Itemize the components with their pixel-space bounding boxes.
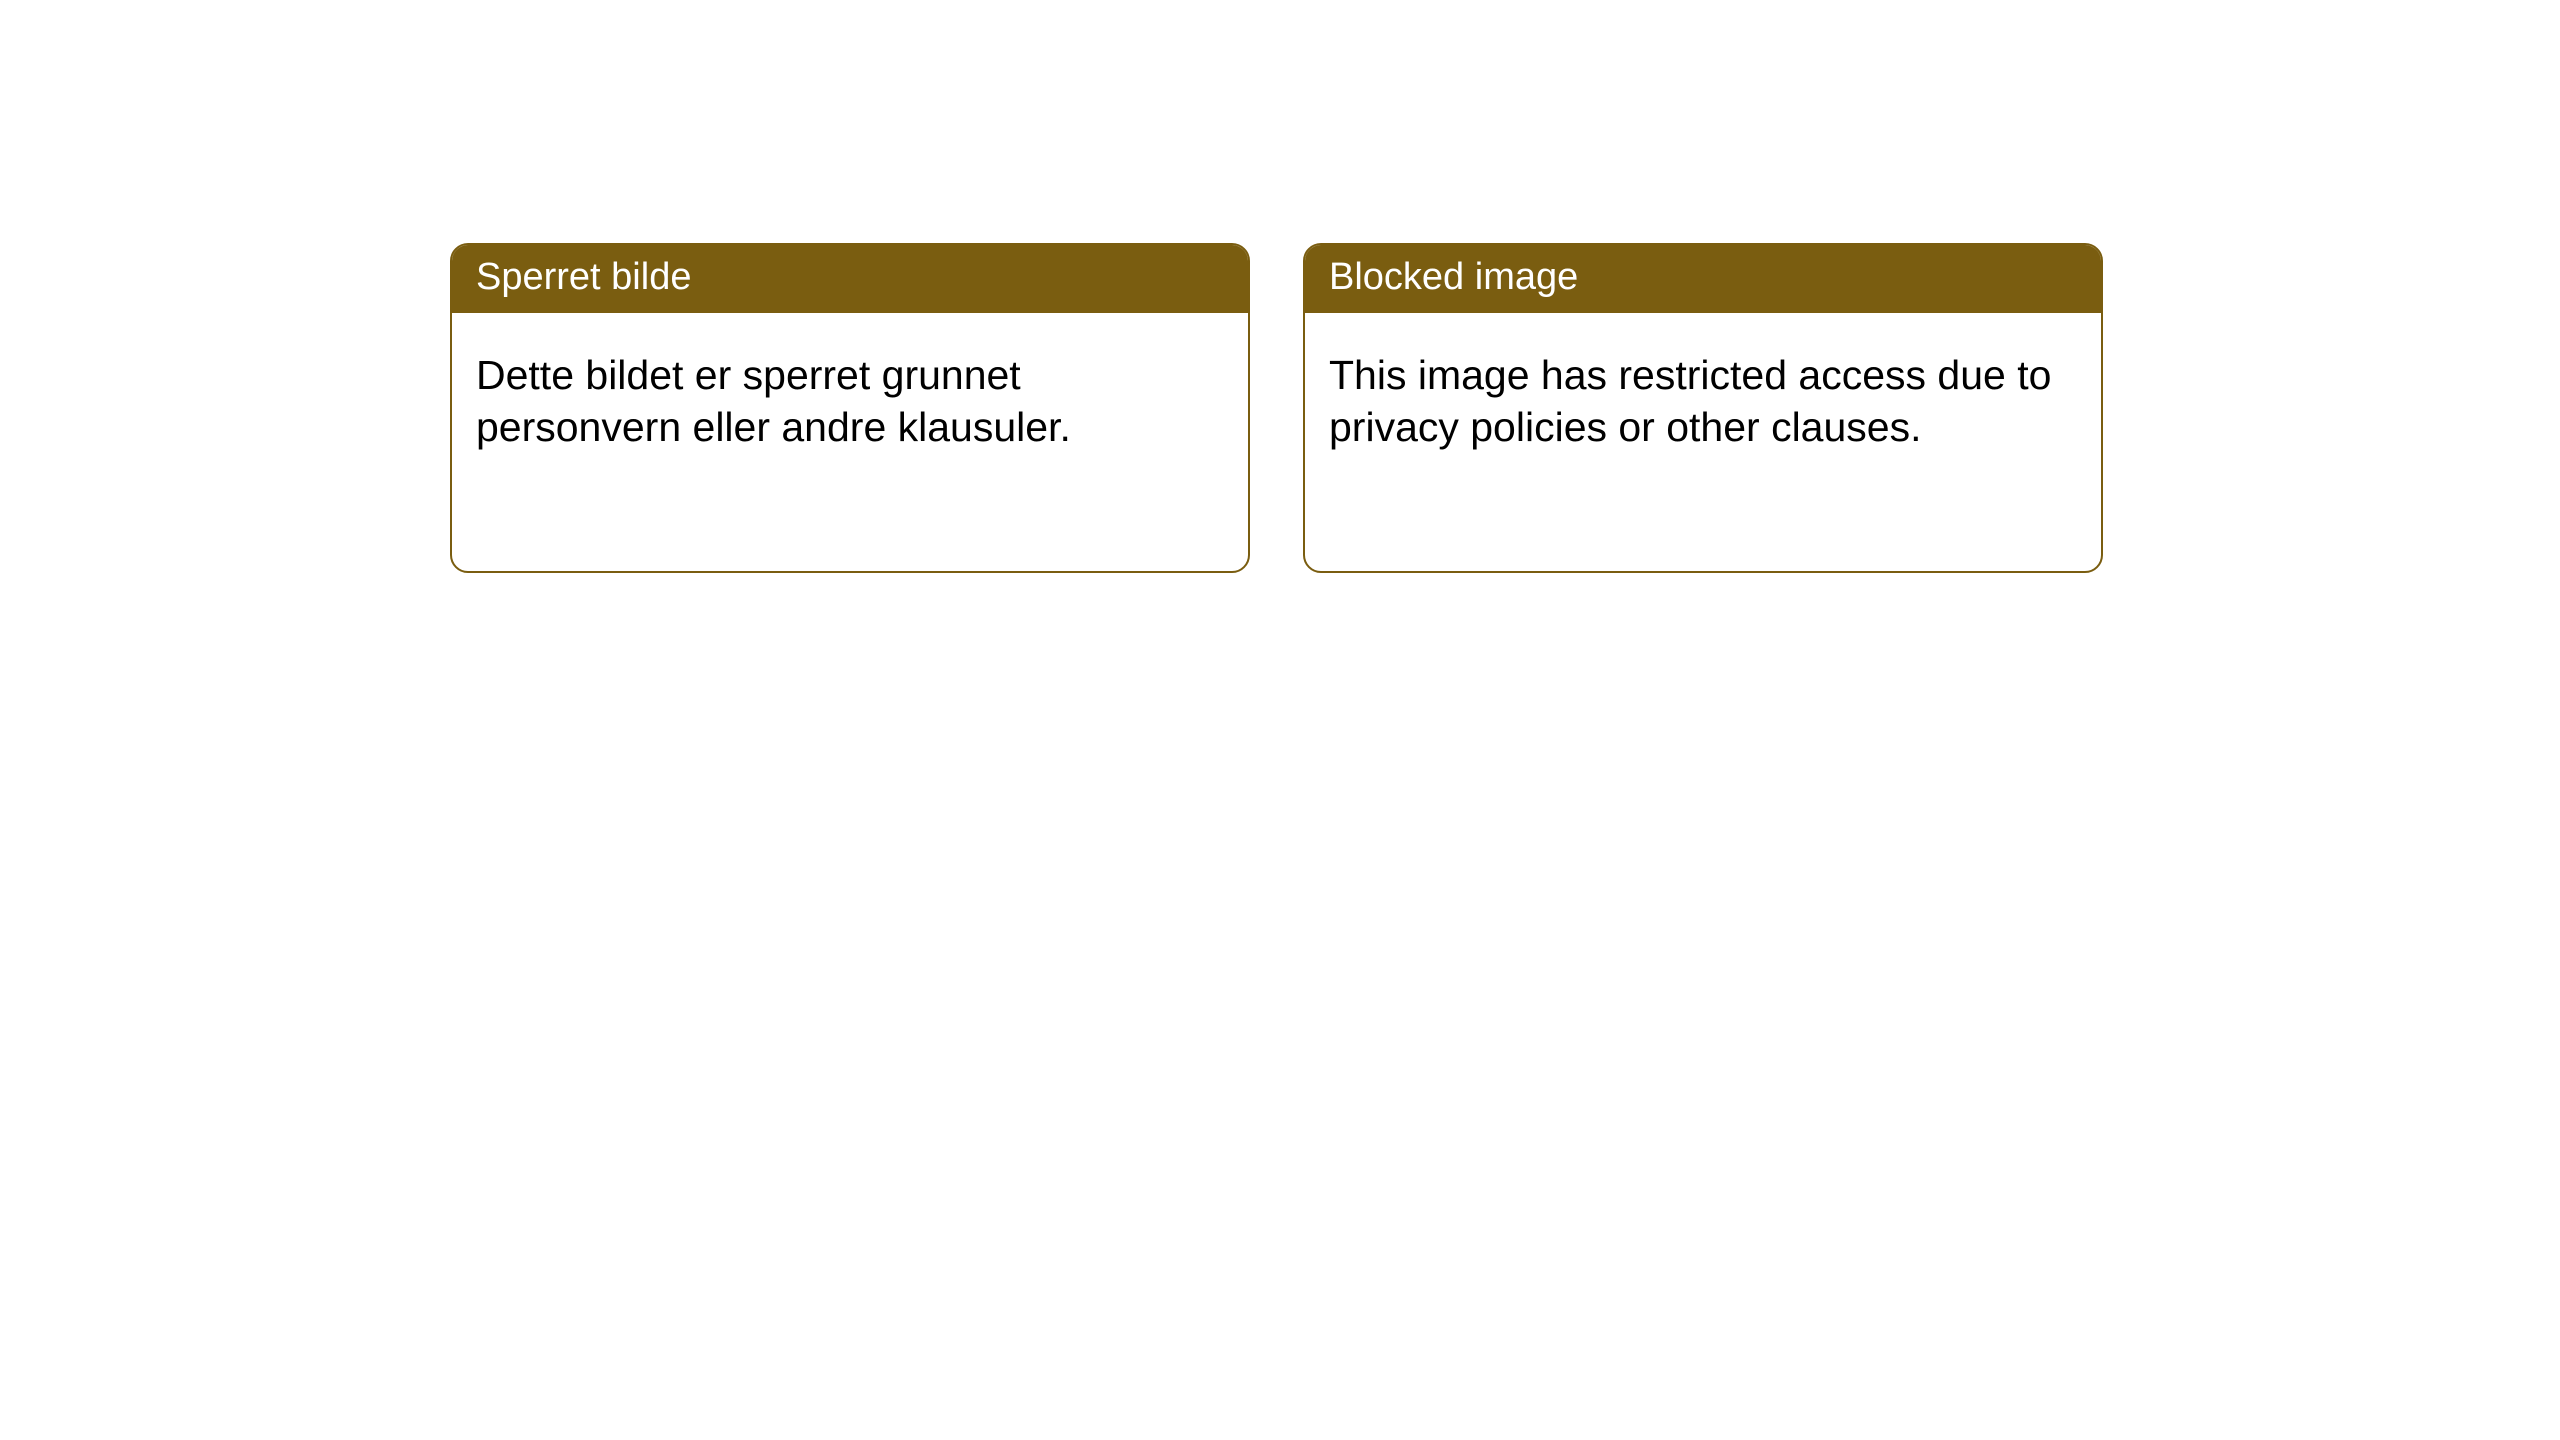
notice-box-norwegian: Sperret bilde Dette bildet er sperret gr… [450,243,1250,573]
notice-box-english: Blocked image This image has restricted … [1303,243,2103,573]
notice-container: Sperret bilde Dette bildet er sperret gr… [450,243,2103,573]
notice-header: Sperret bilde [452,245,1248,313]
notice-header: Blocked image [1305,245,2101,313]
notice-body: This image has restricted access due to … [1305,313,2101,478]
notice-body: Dette bildet er sperret grunnet personve… [452,313,1248,478]
